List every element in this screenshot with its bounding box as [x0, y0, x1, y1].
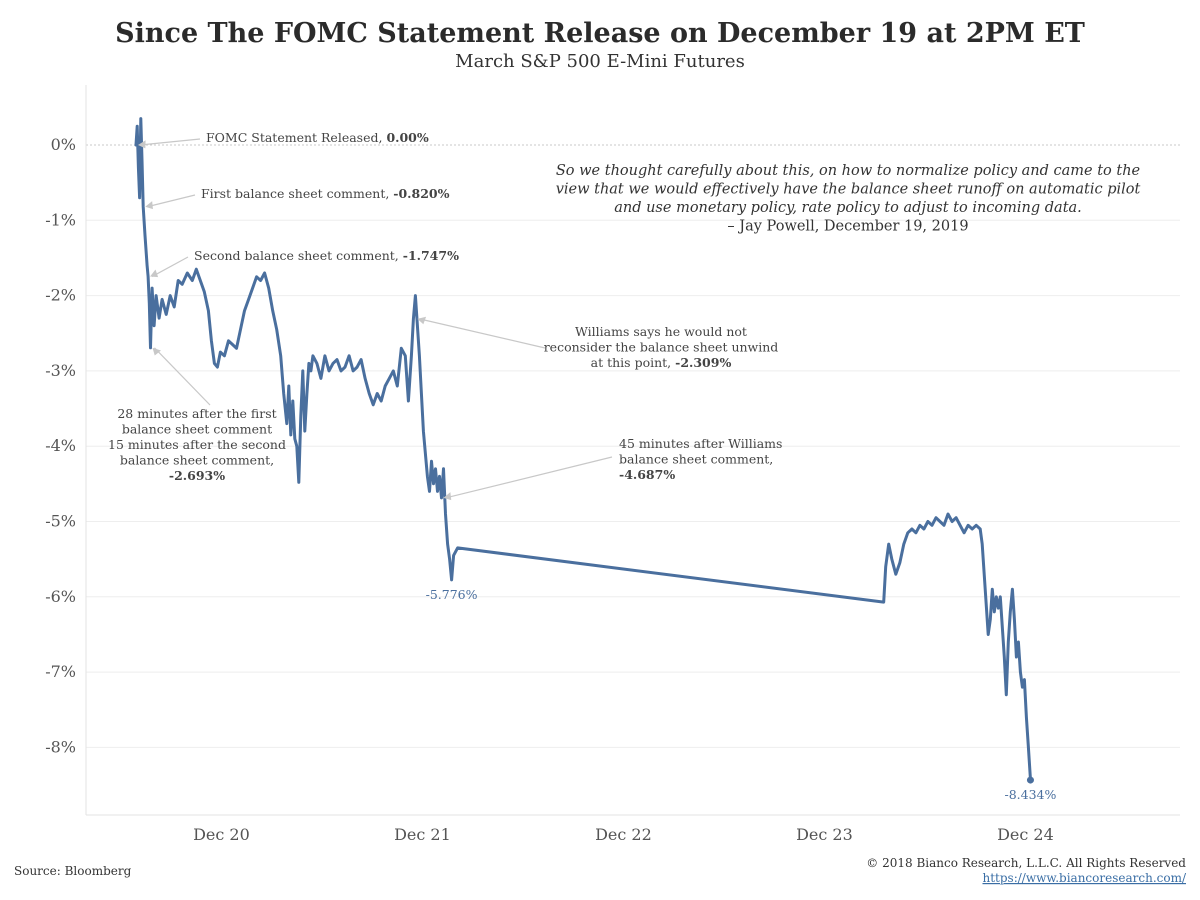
annotation-text: FOMC Statement Released, 0.00% [206, 130, 429, 145]
annotations: FOMC Statement Released, 0.00% First bala… [108, 130, 782, 501]
quote-line: So we thought carefully about this, on h… [556, 163, 1140, 179]
grid-lines [86, 144, 1180, 748]
annotation-arrowhead [138, 140, 146, 149]
annotation-arrowhead [145, 201, 153, 210]
chart-subtitle: March S&P 500 E-Mini Futures [455, 51, 745, 72]
quote-line: and use monetary policy, rate policy to … [614, 200, 1082, 216]
annotation-arrowhead [443, 492, 452, 501]
annotation-arrow [147, 194, 196, 208]
y-tick-label: -6% [45, 587, 76, 606]
annotation-text: 28 minutes after the first [117, 406, 276, 421]
annotation-text: Second balance sheet comment, -1.747% [194, 248, 459, 263]
annotation-arrow [419, 318, 546, 349]
annotation-text: at this point, -2.309% [591, 355, 732, 370]
point-label: -5.776% [426, 587, 478, 602]
annotation-text: First balance sheet comment, -0.820% [201, 186, 450, 201]
y-tick-label: -2% [45, 286, 76, 305]
x-tick-label: Dec 22 [595, 825, 652, 844]
annotation-text: -4.687% [619, 467, 675, 482]
annotation-arrowhead [150, 269, 159, 278]
annotation-arrow [154, 347, 211, 406]
annotation-arrowhead [417, 316, 427, 325]
x-tick-label: Dec 23 [796, 825, 853, 844]
y-tick-label: -3% [45, 361, 76, 380]
end-point-marker [1026, 776, 1034, 784]
y-tick-label: -1% [45, 210, 76, 229]
point-labels: -5.776% -8.434% [426, 587, 1057, 802]
quote-block: So we thought carefully about this, on h… [556, 163, 1141, 235]
website-link[interactable]: https://www.biancoresearch.com/ [982, 871, 1186, 885]
y-tick-label: -8% [45, 737, 76, 756]
y-tick-label: -7% [45, 662, 76, 681]
annotation-text: -2.693% [169, 468, 225, 483]
annotation-text: Williams says he would not [575, 324, 747, 339]
series-line [134, 117, 1032, 782]
chart-title: Since The FOMC Statement Release on Dece… [115, 18, 1085, 49]
annotation-arrowhead [152, 347, 162, 356]
annotation-arrow [151, 256, 189, 278]
annotation-arrow [139, 138, 201, 146]
annotation-text: reconsider the balance sheet unwind [544, 340, 779, 355]
annotation-arrow [445, 456, 613, 499]
source-note: Source: Bloomberg [14, 864, 132, 878]
y-tick-label: 0% [51, 135, 76, 154]
annotation-text: balance sheet comment, [619, 452, 773, 467]
quote-attribution: – Jay Powell, December 19, 2019 [727, 219, 968, 235]
annotation-text: balance sheet comment, [120, 453, 274, 468]
series-lines [134, 117, 1034, 784]
y-tick-label: -5% [45, 512, 76, 531]
point-label: -8.434% [1005, 787, 1057, 802]
annotation-text: 15 minutes after the second [108, 437, 286, 452]
copyright-note: © 2018 Bianco Research, L.L.C. All Right… [866, 856, 1186, 870]
x-tick-label: Dec 20 [193, 825, 250, 844]
x-tick-label: Dec 21 [394, 825, 451, 844]
annotation-text: balance sheet comment [122, 422, 272, 437]
x-tick-label: Dec 24 [997, 825, 1054, 844]
quote-line: view that we would effectively have the … [556, 182, 1141, 198]
axes [85, 85, 1180, 816]
y-tick-label: -4% [45, 436, 76, 455]
annotation-text: 45 minutes after Williams [619, 436, 782, 451]
y-axis-ticks: 0% -1% -2% -3% -4% -5% -6% -7% -8% [45, 135, 76, 756]
x-axis-ticks: Dec 20 Dec 21 Dec 22 Dec 23 Dec 24 [193, 825, 1054, 844]
